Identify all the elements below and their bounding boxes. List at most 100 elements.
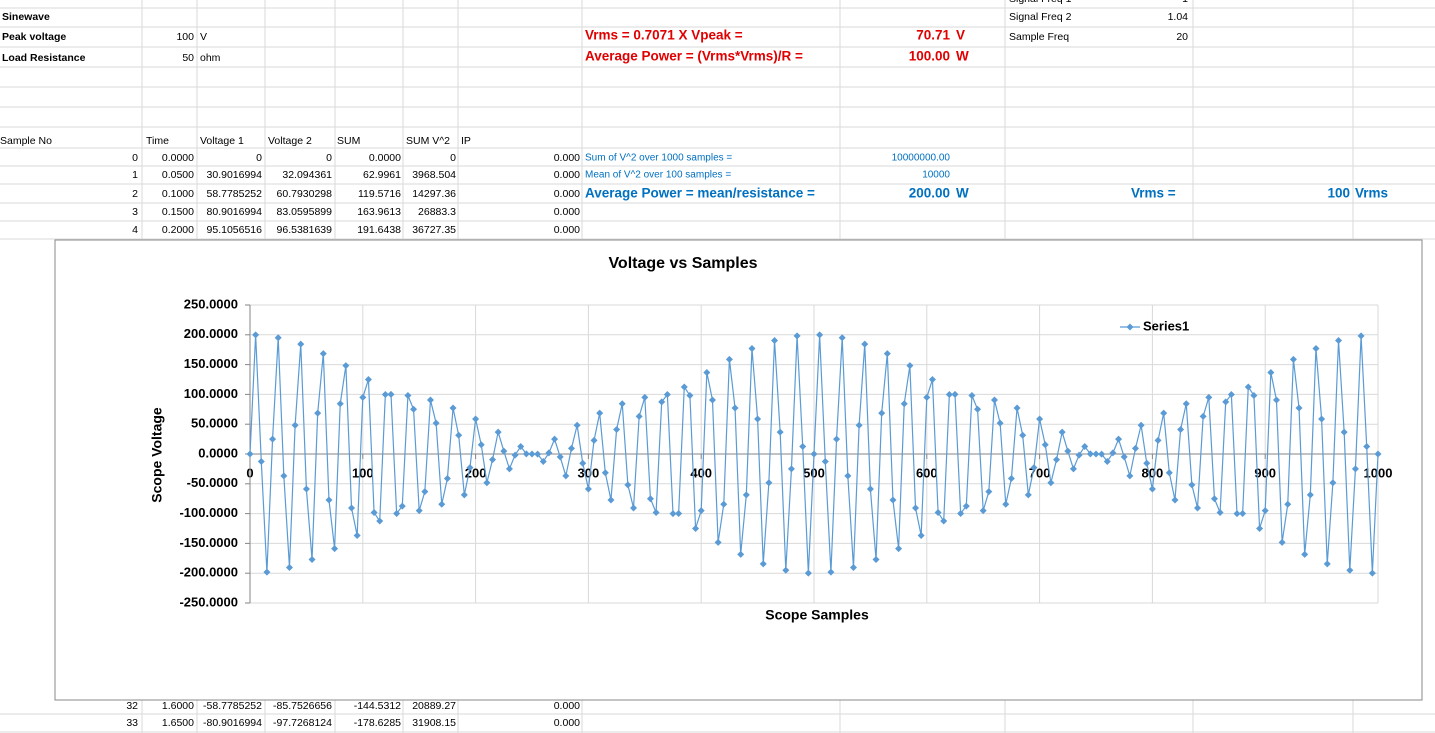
cell-value: 58.7785252 [207,188,263,200]
cell-value: 0.000 [554,152,580,164]
data-point [1346,566,1354,574]
formula-label: Average Power = (Vrms*Vrms)/R = [585,49,803,64]
data-point [421,488,429,496]
data-point [534,450,542,458]
cell-value: 0 [326,152,332,164]
cell-value: 60.7930298 [277,188,333,200]
data-point [381,391,389,399]
cell-value: 83.0595899 [277,206,333,218]
data-point [528,450,536,458]
data-point [1053,456,1061,464]
setting-label: Signal Freq 1 [1009,0,1072,5]
column-header: Sample No [0,135,52,147]
data-point [934,509,942,517]
data-point [539,457,547,465]
data-point [1019,431,1027,439]
data-point [630,504,638,512]
param-unit: ohm [200,52,221,64]
cell-value: -80.9016994 [203,717,262,729]
formula-label: Vrms = 0.7071 X Vpeak = [585,28,743,43]
data-point [855,421,863,429]
y-axis-title: Scope Voltage [149,407,165,503]
data-point [443,475,451,483]
data-point [1272,396,1280,404]
data-point [1244,383,1252,391]
data-point [1058,428,1066,436]
y-tick-label: -100.0000 [179,505,238,520]
data-point [415,507,423,515]
chart: Voltage vs Samples Scope Samples Scope Vol… [149,255,1393,622]
y-tick-label: 200.0000 [184,326,238,341]
data-point [1182,400,1190,408]
data-point [314,409,322,417]
data-point [697,507,705,515]
data-point [1256,524,1264,532]
cell-value: 0.0000 [162,152,194,164]
stat-value: 100 [1327,186,1350,201]
data-point [1047,479,1055,487]
cell-value: -97.7268124 [273,717,332,729]
data-point [804,569,812,577]
column-header: Voltage 1 [200,135,244,147]
data-point [274,334,282,342]
data-point [584,485,592,493]
data-point [782,566,790,574]
x-tick-label: 1000 [1364,465,1393,480]
formula-unit: V [956,28,965,43]
stat-label: Sum of V^2 over 1000 samples = [585,153,732,164]
x-tick-label: 900 [1254,465,1276,480]
data-point [489,456,497,464]
data-point [906,362,914,370]
data-point [990,396,998,404]
cell-value: 80.9016994 [207,206,263,218]
legend-label: Series1 [1143,318,1189,333]
column-header: Voltage 2 [268,135,312,147]
stat-label: Mean of V^2 over 100 samples = [585,170,731,181]
data-point [1007,475,1015,483]
x-tick-label: 800 [1142,465,1164,480]
data-point [556,453,564,461]
data-point [1154,436,1162,444]
x-tick-label: 100 [352,465,374,480]
stat-value: 10000000.00 [892,153,951,164]
param-unit: V [200,31,207,43]
y-tick-label: -200.0000 [179,565,238,580]
data-point [810,450,818,458]
setting-label: Signal Freq 2 [1009,11,1072,23]
data-point [968,391,976,399]
data-point [613,425,621,433]
data-point [291,421,299,429]
data-point [1115,435,1123,443]
data-point [725,355,733,363]
param-label: Load Resistance [2,52,86,64]
data-point [895,545,903,553]
data-point [302,485,310,493]
data-point [404,391,412,399]
cell-value: 2 [132,188,138,200]
formula-unit: W [956,49,969,64]
data-point [477,441,485,449]
data-point [1137,421,1145,429]
data-point [1098,450,1106,458]
data-point [280,472,288,480]
data-point [928,376,936,384]
cell-value: 0.0500 [162,169,194,181]
chart-area [54,239,1423,701]
data-point [376,517,384,525]
data-point [821,457,829,465]
data-point [833,435,841,443]
cell-value: 32 [126,700,138,712]
cell-value: 119.5716 [358,188,401,200]
data-point [917,532,925,540]
data-point [285,564,293,572]
data-point [748,344,756,352]
cell-value: 1.6500 [162,717,194,729]
data-point [923,393,931,401]
y-tick-label: 0.0000 [198,445,238,460]
data-point [308,556,316,564]
data-point [866,485,874,493]
data-point [793,332,801,340]
cell-value: 0.1500 [162,206,194,218]
cell-value: 0.000 [554,188,580,200]
